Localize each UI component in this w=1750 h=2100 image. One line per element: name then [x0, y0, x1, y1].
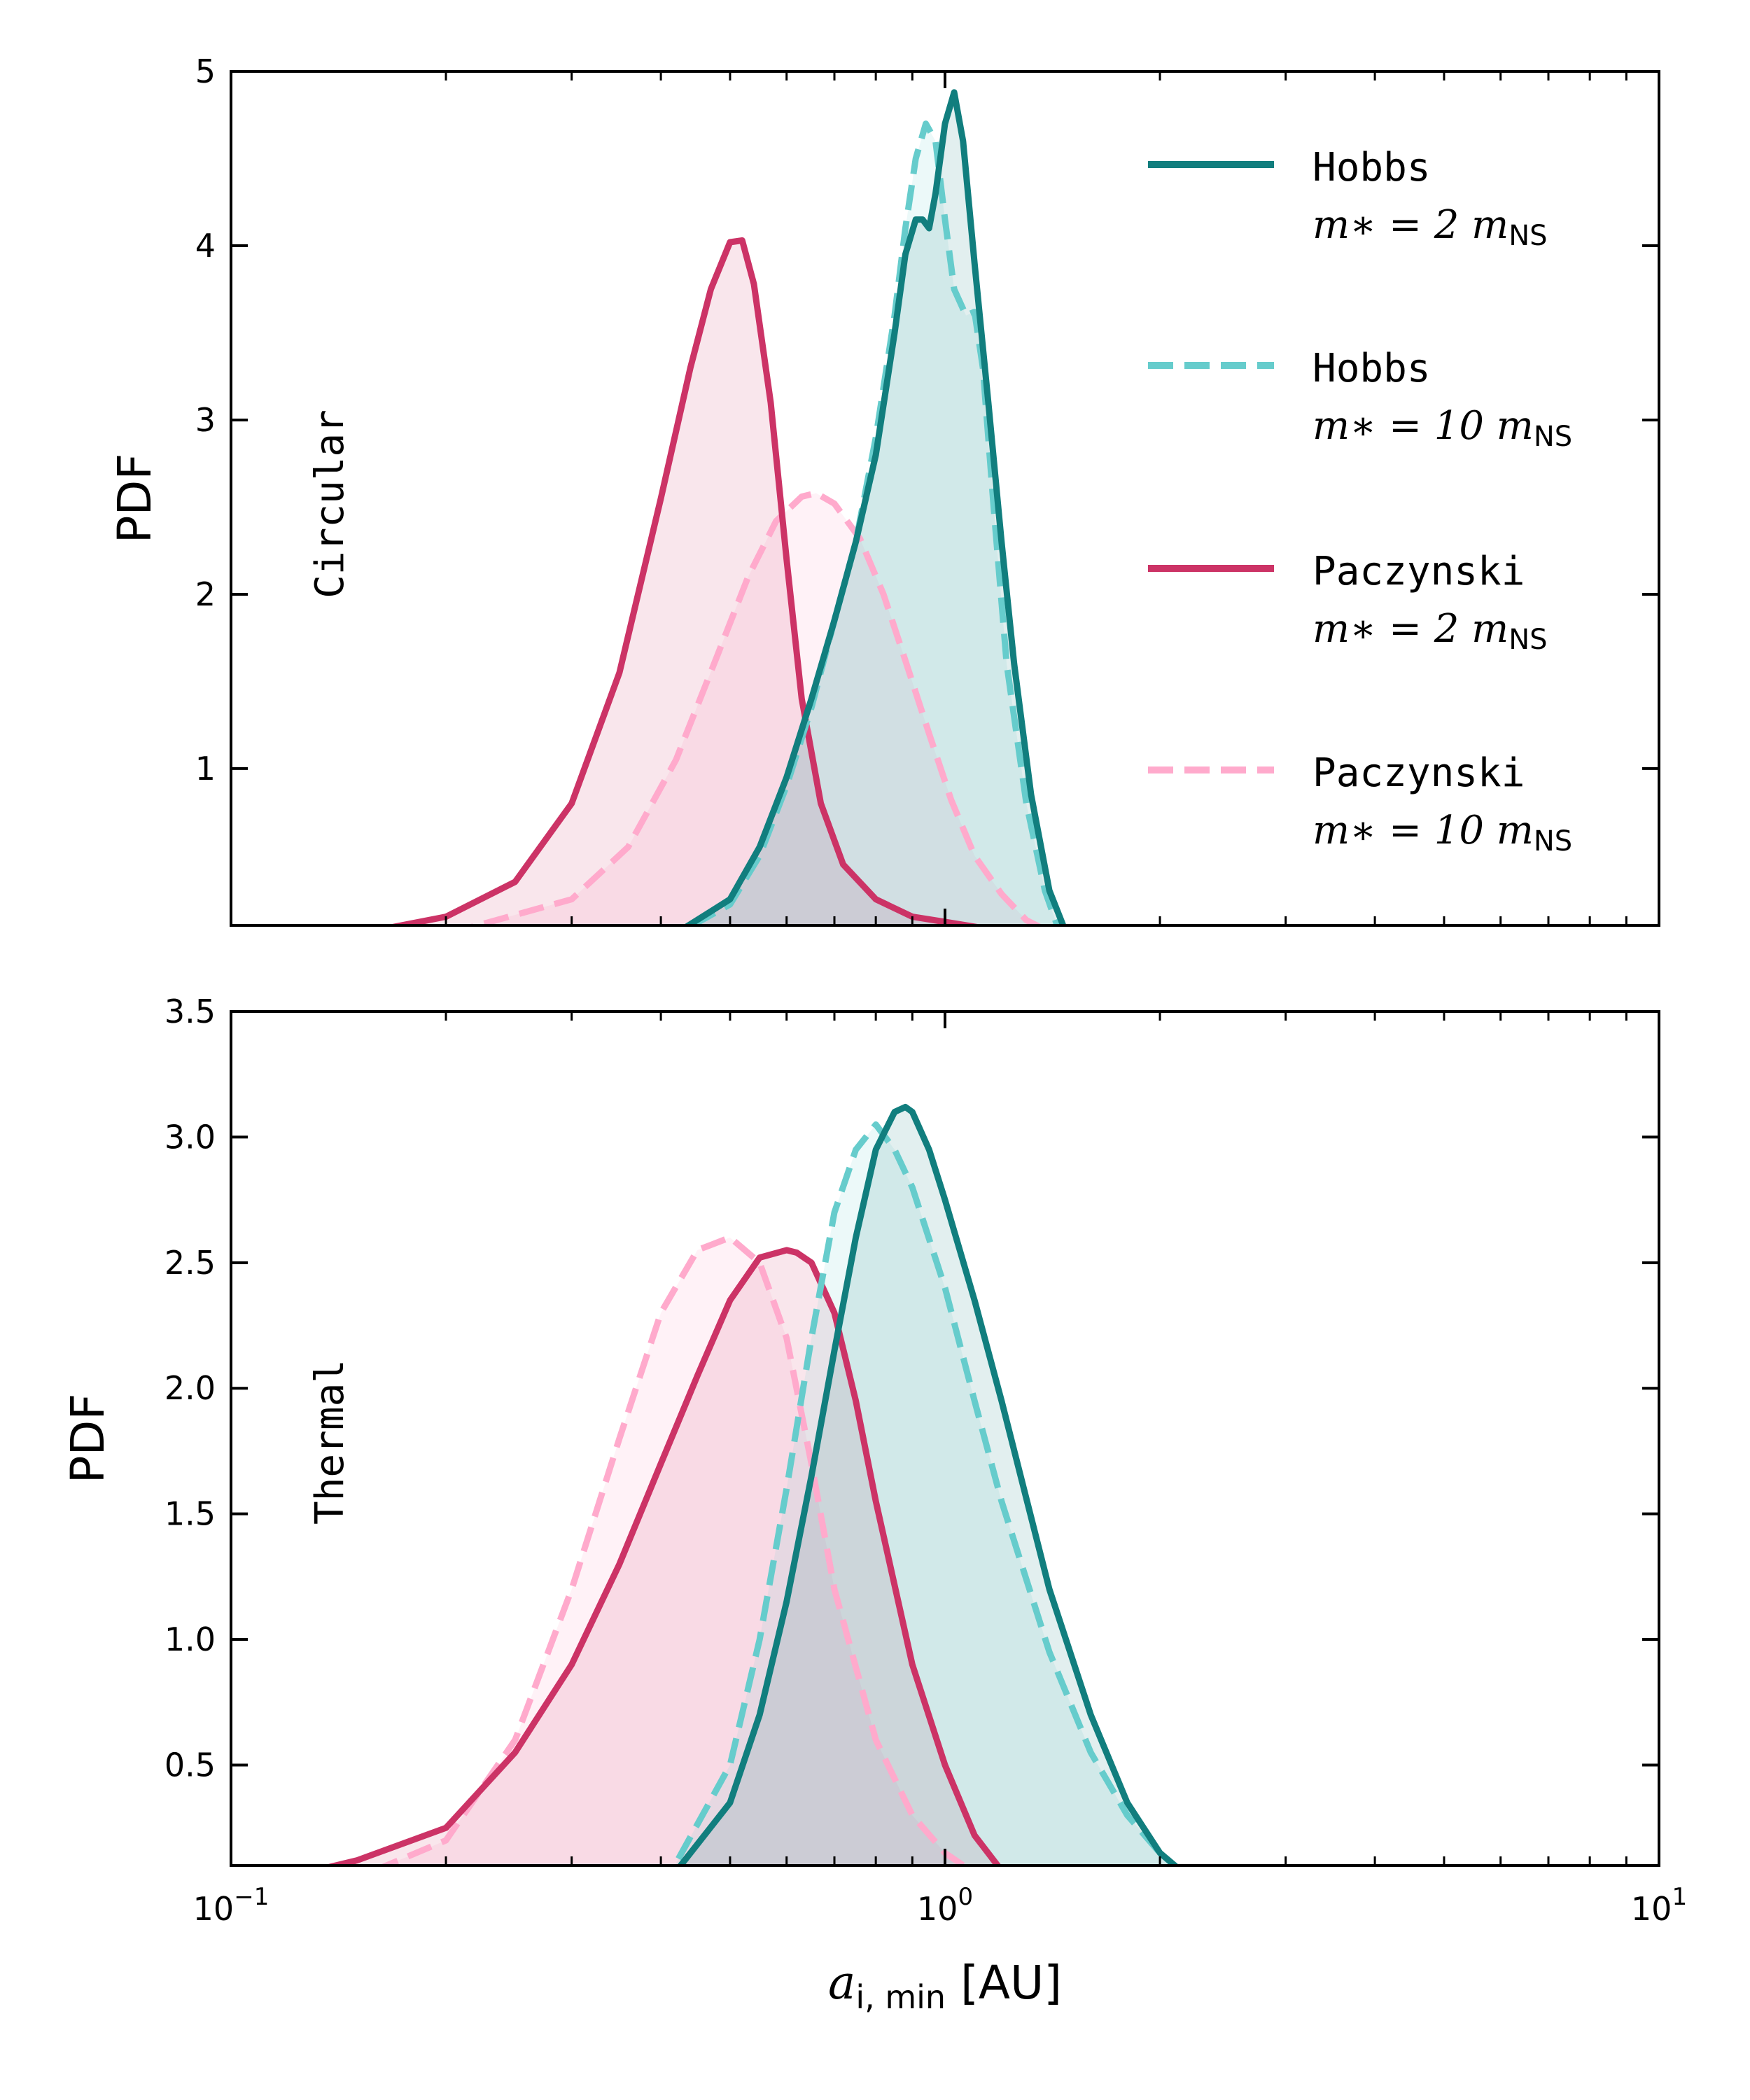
x-tick-label: 100 [917, 1883, 973, 1928]
thermal-fill-paczynski-m-2-m-ns [231, 1250, 1002, 1865]
thermal-line-hobbs-m-2-m-ns [676, 1103, 1180, 1865]
circular-line-paczynski-m-2-m-ns [384, 237, 987, 925]
thermal-y-axis-label: PDF [61, 1394, 115, 1484]
circular-fill-paczynski-m-10-m-ns [231, 493, 1054, 925]
thermal-line-paczynski-m-2-m-ns [322, 1247, 1002, 1865]
legend-math-paczynski-2: m∗ = 2 mNS [1312, 606, 1548, 656]
thermal-fill-hobbs-m-10-m-ns [661, 1124, 1190, 1865]
x-tick-label: 101 [1631, 1883, 1687, 1928]
thermal-line-paczynski-m-10-m-ns [378, 1234, 969, 1865]
legend-entry-hobbs-2: Hobbs m∗ = 2 mNS [1148, 145, 1548, 252]
legend-entry-paczynski-2: Paczynski m∗ = 2 mNS [1148, 549, 1548, 656]
thermal-y-tick-label: 2.5 [164, 1244, 216, 1282]
thermal-panel-label: Thermal [307, 1359, 353, 1525]
thermal-y-tick-label: 1.5 [164, 1495, 216, 1533]
circular-y-tick-label: 5 [195, 52, 216, 90]
thermal-y-tick-label: 0.5 [164, 1746, 216, 1784]
circular-line-paczynski-m-10-m-ns [465, 490, 1044, 925]
circular-y-tick-label: 4 [195, 227, 216, 265]
legend-math-paczynski-10: m∗ = 10 mNS [1312, 808, 1572, 858]
circular-y-axis-label: PDF [108, 454, 162, 544]
thermal-y-tick-label: 2.0 [164, 1369, 216, 1407]
thermal-y-tick-label: 3.0 [164, 1118, 216, 1156]
legend-entry-paczynski-10: Paczynski m∗ = 10 mNS [1148, 750, 1572, 858]
legend-name-hobbs-10: Hobbs [1312, 346, 1431, 391]
x-tick-label: 10−1 [193, 1883, 270, 1928]
thermal-y-tick-label: 1.0 [164, 1620, 216, 1658]
legend-math-hobbs-2: m∗ = 2 mNS [1312, 202, 1548, 252]
x-axis-label: ai, min [AU] [828, 1956, 1062, 2016]
circular-ticks: 1 2 3 4 5 [195, 52, 1660, 925]
thermal-series-layer [231, 1103, 1190, 1865]
circular-fill-paczynski-m-2-m-ns [231, 240, 1027, 925]
legend-name-paczynski-10: Paczynski [1312, 750, 1525, 796]
legend: Hobbs m∗ = 2 mNS Hobbs m∗ = 10 mNS Paczy… [1148, 145, 1572, 858]
legend-name-paczynski-2: Paczynski [1312, 549, 1525, 594]
circular-y-tick-label: 3 [195, 401, 216, 439]
circular-line-hobbs-m-2-m-ns [682, 89, 1067, 925]
circular-y-tick-label: 2 [195, 575, 216, 613]
thermal-ticks: 0.5 1.0 1.5 2.0 2.5 3.0 3.5 10−1 100 101 [164, 993, 1687, 1928]
circular-panel-label: Circular [307, 410, 353, 598]
legend-entry-hobbs-10: Hobbs m∗ = 10 mNS [1148, 346, 1572, 453]
legend-name-hobbs-2: Hobbs [1312, 145, 1431, 190]
legend-math-hobbs-10: m∗ = 10 mNS [1312, 403, 1572, 453]
circular-panel: 1 2 3 4 5 PDF Circular Hobbs m∗ = 2 mNS Hobb… [108, 52, 1660, 927]
thermal-panel: 0.5 1.0 1.5 2.0 2.5 3.0 3.5 10−1 100 101 PDF Ther… [61, 993, 1687, 2016]
circular-series-layer [231, 89, 1067, 925]
circular-y-tick-label: 1 [195, 750, 216, 788]
thermal-y-tick-label: 3.5 [164, 993, 216, 1030]
thermal-fill-paczynski-m-10-m-ns [231, 1237, 1002, 1865]
thermal-line-hobbs-m-10-m-ns [671, 1121, 1180, 1865]
